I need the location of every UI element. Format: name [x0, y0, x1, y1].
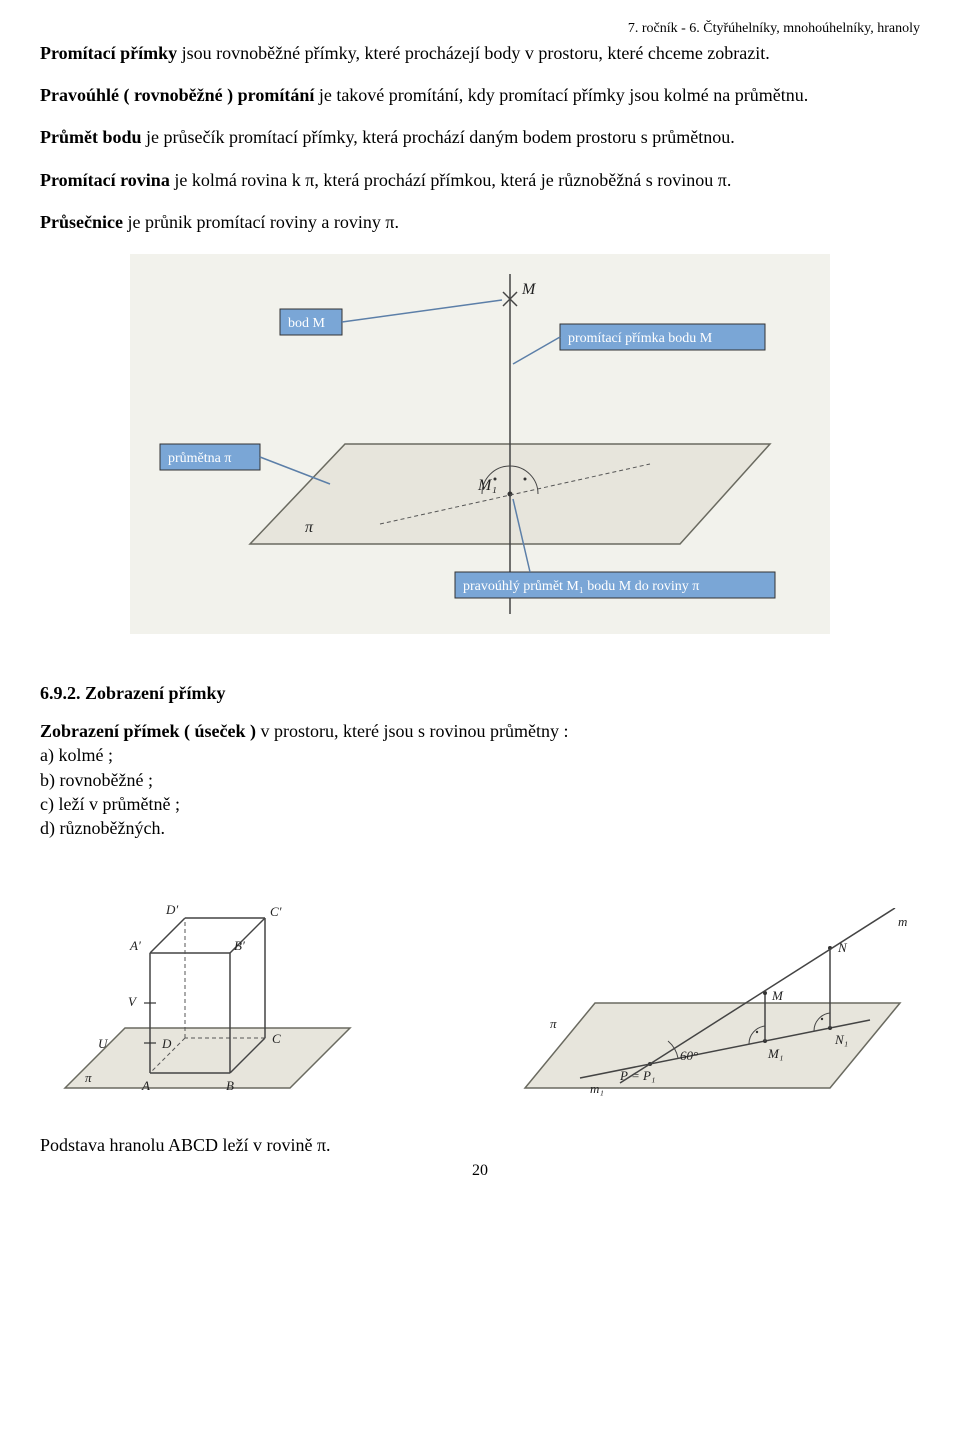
list-intro: Zobrazení přímek ( úseček ) v prostoru, … — [40, 719, 920, 743]
label-Ap: A′ — [129, 938, 141, 953]
label-V: V — [128, 994, 138, 1009]
paragraph-1: Promítací přímky jsou rovnoběžné přímky,… — [40, 41, 920, 65]
term-promitaci-primky: Promítací přímky — [40, 43, 177, 63]
paragraph-5: Průsečnice je průnik promítací roviny a … — [40, 210, 920, 234]
label-N1: N₁ — [834, 1032, 848, 1047]
paragraph-2: Pravoúhlé ( rovnoběžné ) promítání je ta… — [40, 83, 920, 107]
label-pi-3: π — [550, 1016, 557, 1031]
label-Dp: D′ — [165, 902, 178, 917]
section-title-692: 6.9.2. Zobrazení přímky — [40, 681, 920, 705]
label-m1: m₁ — [590, 1081, 604, 1096]
label-pi: π — [305, 519, 314, 536]
label-angle-60: 60° — [680, 1048, 698, 1063]
page-number: 20 — [40, 1160, 920, 1182]
footer-text: Podstava hranolu ABCD leží v rovině π. — [40, 1133, 920, 1157]
text: je průsečík promítací přímky, která proc… — [142, 127, 735, 147]
label-B: B — [226, 1078, 234, 1093]
label-A: A — [141, 1078, 150, 1093]
term-promitaci-rovina: Promítací rovina — [40, 170, 170, 190]
term-prusecnice: Průsečnice — [40, 212, 123, 232]
list-item-a: a) kolmé ; — [40, 743, 920, 767]
figure-projection-point: M M₁ π bod M promítací přímka bodu M prů… — [40, 254, 920, 640]
label-Cp: C′ — [270, 904, 282, 919]
label-U: U — [98, 1036, 109, 1051]
label-C: C — [272, 1031, 281, 1046]
list-item-b: b) rovnoběžné ; — [40, 768, 920, 792]
term-prumet-bodu: Průmět bodu — [40, 127, 142, 147]
text: jsou rovnoběžné přímky, které procházejí… — [177, 43, 770, 63]
label-M1: M₁ — [767, 1046, 783, 1061]
text: je takové promítání, kdy promítací přímk… — [314, 85, 808, 105]
text: je průnik promítací roviny a roviny π. — [123, 212, 399, 232]
callout-prumetna-text: průmětna π — [168, 451, 231, 466]
list-item-c: c) leží v průmětně ; — [40, 792, 920, 816]
term-zobrazeni-primek: Zobrazení přímek ( úseček ) — [40, 721, 256, 741]
text: v prostoru, které jsou s rovinou průmětn… — [256, 721, 568, 741]
label-m: m — [898, 914, 907, 929]
callout-promitaci-text: promítací přímka bodu M — [568, 331, 713, 346]
label-Bp: B′ — [234, 938, 245, 953]
label-M: M — [521, 281, 537, 298]
list-zobrazeni-primek: Zobrazení přímek ( úseček ) v prostoru, … — [40, 719, 920, 840]
text: je kolmá rovina k π, která prochází přím… — [170, 170, 732, 190]
plane-pi-2 — [65, 1028, 350, 1088]
callout-bod-m-text: bod M — [288, 316, 326, 331]
list-item-d: d) různoběžných. — [40, 816, 920, 840]
label-pi-2: π — [85, 1070, 92, 1085]
label-M: M — [771, 988, 784, 1003]
figure-prism-on-plane: π U V A B C D A′ B′ C′ D′ — [40, 868, 370, 1108]
paragraph-4: Promítací rovina je kolmá rovina k π, kt… — [40, 168, 920, 192]
point-M1 — [508, 492, 513, 497]
label-D: D — [161, 1036, 172, 1051]
term-pravouhle-promitani: Pravoúhlé ( rovnoběžné ) promítání — [40, 85, 314, 105]
callout-pravouhly-text: pravoúhlý průmět M₁ bodu M do roviny π — [463, 579, 699, 594]
figure-line-projection: π m₁ P = P₁ M M₁ N N₁ m 60° — [500, 908, 920, 1108]
figure1-svg: M M₁ π bod M promítací přímka bodu M prů… — [130, 254, 830, 634]
page-header: 7. ročník - 6. Čtyřúhelníky, mnohoúhelní… — [40, 20, 920, 39]
bottom-figures-row: π U V A B C D A′ B′ C′ D′ — [40, 868, 920, 1108]
paragraph-3: Průmět bodu je průsečík promítací přímky… — [40, 125, 920, 149]
